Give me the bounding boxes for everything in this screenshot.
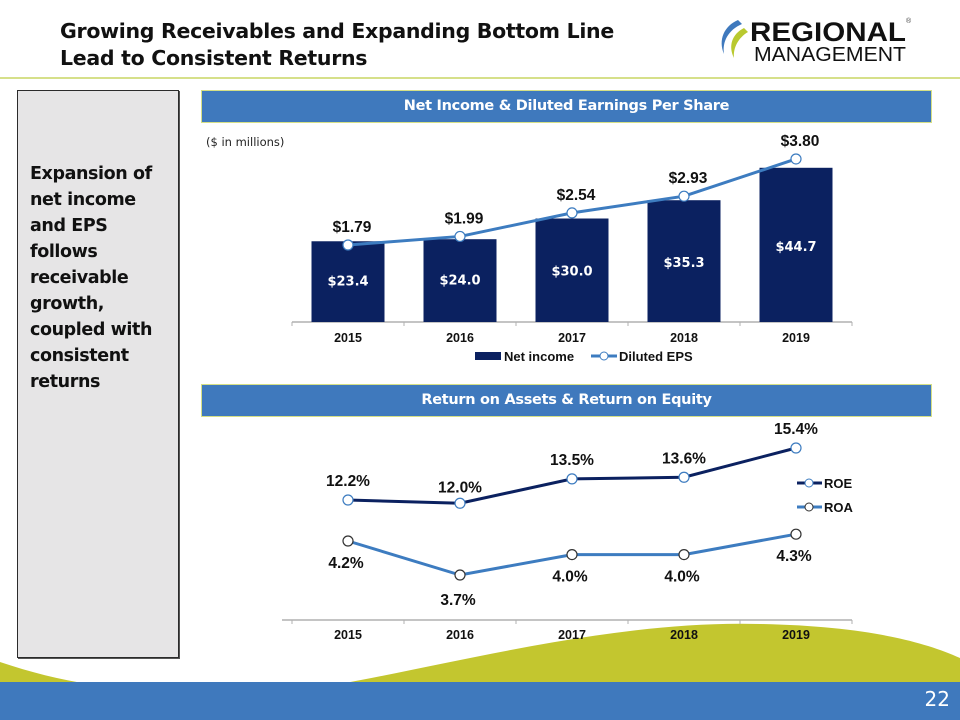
roa-roe-chart: 2015 2016 2017 2018 2019 12.2% 12.0% 13.5% 13.6%… <box>282 421 854 642</box>
logo-swoosh-blue-icon <box>721 20 742 54</box>
legend-roe-label: ROE <box>824 476 853 491</box>
slide-title-line-1: Growing Receivables and Expanding Bottom… <box>60 19 614 43</box>
summary-line: consistent <box>30 346 129 366</box>
roa-label: 4.3% <box>776 548 812 565</box>
roe-marker <box>790 442 802 454</box>
logo-text-management: MANAGEMENT <box>754 44 906 64</box>
roa-label: 3.7% <box>440 592 476 609</box>
diluted-eps-marker <box>566 207 578 219</box>
roa-marker <box>454 569 466 581</box>
decorative-green-wave <box>0 623 960 684</box>
roa-marker <box>790 528 802 540</box>
net-income-eps-chart-title: Net Income & Diluted Earnings Per Share <box>201 90 932 123</box>
x-tick-label: 2018 <box>670 628 698 642</box>
logo-swoosh-green-icon <box>731 28 748 58</box>
diluted-eps-label: $2.54 <box>557 187 596 204</box>
x-tick-label: 2015 <box>334 331 362 345</box>
header-divider <box>0 77 960 79</box>
units-note: ($ in millions) <box>206 135 285 149</box>
roe-marker <box>678 471 690 483</box>
x-tick-label: 2019 <box>782 628 810 642</box>
legend-diluted-eps-label: Diluted EPS <box>619 349 693 364</box>
legend-net-income-swatch <box>475 352 501 360</box>
x-tick-label: 2019 <box>782 331 810 345</box>
net-income-bar <box>423 239 497 322</box>
diluted-eps-label: $1.79 <box>333 219 372 236</box>
summary-line: receivable <box>30 268 129 288</box>
net-income-bar <box>311 241 385 322</box>
net-income-bar-label: $35.3 <box>663 256 704 271</box>
x-tick-label: 2017 <box>558 628 586 642</box>
net-income-bar <box>535 218 609 322</box>
diluted-eps-label: $1.99 <box>445 210 484 227</box>
regional-management-logo: REGIONAL ® MANAGEMENT <box>721 17 912 64</box>
net-income-bar-label: $23.4 <box>327 275 368 290</box>
x-tick-label: 2016 <box>446 628 474 642</box>
summary-line: returns <box>30 372 101 392</box>
diluted-eps-label: $3.80 <box>781 133 820 150</box>
net-income-bar <box>759 167 833 322</box>
roa-label: 4.0% <box>664 569 700 586</box>
logo-registered-mark: ® <box>906 17 912 25</box>
roa-roe-chart-title: Return on Assets & Return on Equity <box>201 384 932 417</box>
net-income-bar-label: $44.7 <box>775 240 816 255</box>
slide-title-line-2: Lead to Consistent Returns <box>60 46 368 70</box>
summary-line: growth, <box>30 294 105 314</box>
diluted-eps-marker <box>454 230 466 243</box>
logo-text-regional: REGIONAL <box>750 17 906 47</box>
summary-line: and EPS <box>30 216 108 236</box>
roe-label: 12.0% <box>438 479 482 496</box>
net-income-bar <box>647 200 721 322</box>
roa-label: 4.2% <box>328 555 364 572</box>
diluted-eps-marker <box>342 239 354 251</box>
footer-band: 22 <box>0 682 960 720</box>
net-income-eps-chart: $23.4 2015 $24.0 2016 $30.0 2017 $35.3 2018 $44.… <box>291 133 853 364</box>
roa-marker <box>566 548 578 561</box>
roe-marker <box>342 494 354 506</box>
summary-line: net income <box>30 190 136 210</box>
slide-title: Growing Receivables and Expanding Bottom… <box>60 18 614 72</box>
roa-marker <box>678 548 690 561</box>
summary-callout-text: Expansion of net income and EPS follows … <box>30 161 175 395</box>
roe-label: 13.6% <box>662 450 706 467</box>
legend-net-income-label: Net income <box>504 349 574 364</box>
diluted-eps-label: $2.93 <box>669 170 708 187</box>
roe-marker <box>566 473 578 485</box>
summary-line: Expansion of <box>30 164 152 184</box>
page-number: 22 <box>924 687 950 711</box>
roe-label: 13.5% <box>550 452 594 469</box>
roe-marker <box>454 497 466 509</box>
net-income-bar-label: $24.0 <box>439 274 480 289</box>
roa-marker <box>342 535 354 547</box>
summary-line: coupled with <box>30 320 153 340</box>
x-tick-label: 2018 <box>670 331 698 345</box>
legend-roe-marker <box>804 478 814 488</box>
x-tick-label: 2015 <box>334 628 362 642</box>
roa-label: 4.0% <box>552 569 588 586</box>
diluted-eps-marker <box>678 190 690 202</box>
legend-diluted-eps-marker <box>599 351 609 361</box>
summary-line: follows <box>30 242 98 262</box>
roe-label: 15.4% <box>774 421 818 438</box>
summary-callout-box: Expansion of net income and EPS follows … <box>17 90 179 658</box>
x-tick-label: 2016 <box>446 331 474 345</box>
legend-roa-label: ROA <box>824 500 854 515</box>
roe-label: 12.2% <box>326 473 370 490</box>
x-tick-label: 2017 <box>558 331 586 345</box>
diluted-eps-marker <box>790 153 802 165</box>
legend-roa-marker <box>804 502 814 512</box>
net-income-bar-label: $30.0 <box>551 264 592 279</box>
